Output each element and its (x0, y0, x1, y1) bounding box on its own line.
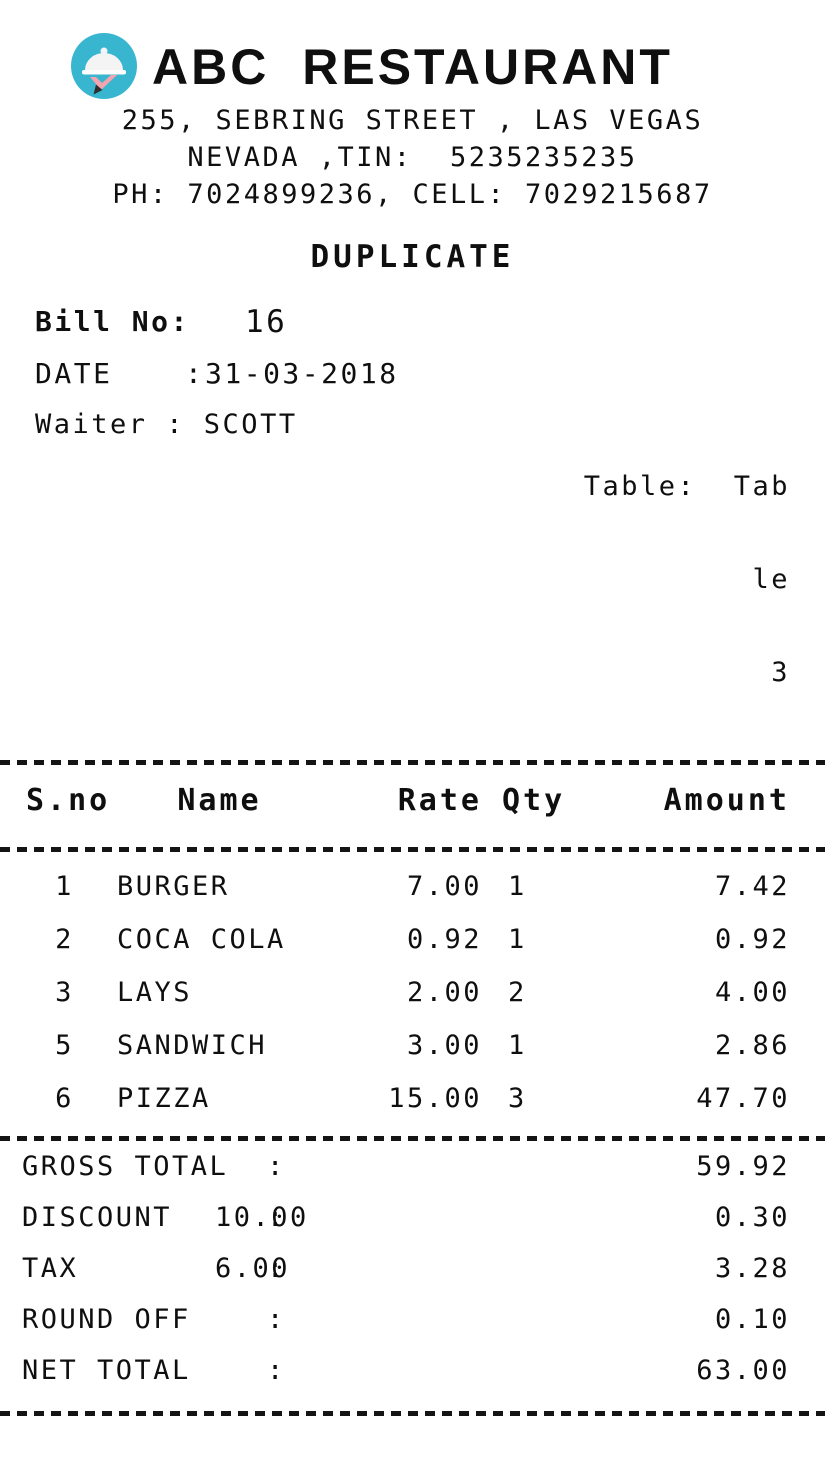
table-row: 6 PIZZA 15.00 3 47.70 (0, 1072, 825, 1125)
bill-number-row: Bill No: 16 (35, 303, 790, 341)
item-rate: 15.00 (388, 1083, 482, 1114)
header-name: Name (177, 782, 262, 818)
item-rate: 0.92 (406, 924, 482, 955)
item-name: COCA COLA (117, 924, 286, 955)
gross-total-row: GROSS TOTAL : 59.92 (22, 1141, 790, 1192)
total-amount: 3.28 (714, 1253, 790, 1284)
item-sno: 3 (55, 977, 74, 1008)
table-label: Table: Tab le 3 (584, 409, 790, 750)
total-label: NET TOTAL (22, 1355, 191, 1386)
restaurant-logo-cloche-icon (71, 33, 137, 99)
total-amount: 63.00 (696, 1355, 790, 1386)
net-total-row: NET TOTAL : 63.00 (22, 1345, 790, 1396)
waiter-table-row: Waiter : SCOTT Table: Tab le 3 (35, 409, 790, 750)
total-percent: 10.00 (215, 1202, 309, 1233)
item-rate: 2.00 (406, 977, 482, 1008)
items-table-body: 1 BURGER 7.00 1 7.42 2 COCA COLA 0.92 1 … (0, 860, 825, 1125)
total-colon: : (267, 1304, 286, 1335)
total-colon: : (267, 1151, 286, 1182)
table-row: 3 LAYS 2.00 2 4.00 (0, 966, 825, 1019)
bill-number-value: 16 (245, 304, 288, 340)
header-sno: S.no (26, 782, 111, 818)
bill-number-label: Bill No: (35, 305, 190, 338)
discount-row: DISCOUNT 10.00 : 0.30 (22, 1192, 790, 1243)
waiter-label: Waiter : SCOTT (35, 409, 298, 440)
table-row: 5 SANDWICH 3.00 1 2.86 (0, 1019, 825, 1072)
header-qty: Qty (502, 782, 566, 818)
tax-row: TAX 6.00 : 3.28 (22, 1243, 790, 1294)
dashed-divider (0, 847, 825, 852)
total-colon: : (267, 1202, 286, 1233)
item-sno: 6 (55, 1083, 74, 1114)
total-amount: 0.10 (714, 1304, 790, 1335)
item-qty: 1 (508, 924, 527, 955)
address-line-2: NEVADA ,TIN: 5235235235 (187, 142, 638, 173)
total-label: DISCOUNT (22, 1202, 173, 1233)
header-amount: Amount (663, 782, 790, 818)
total-label: GROSS TOTAL (22, 1151, 229, 1182)
item-name: LAYS (117, 977, 193, 1008)
total-colon: : (267, 1253, 286, 1284)
item-qty: 1 (508, 871, 527, 902)
total-label: TAX (22, 1253, 79, 1284)
table-row: 2 COCA COLA 0.92 1 0.92 (0, 913, 825, 966)
address-line-1: 255, SEBRING STREET , LAS VEGAS (121, 105, 704, 136)
dashed-divider (0, 1136, 825, 1141)
copy-type-label: DUPLICATE (310, 239, 515, 275)
item-amount: 7.42 (714, 871, 790, 902)
item-name: PIZZA (117, 1083, 211, 1114)
date-value: 31-03-2018 (205, 357, 399, 390)
restaurant-name: ABC RESTAURANT (152, 39, 673, 95)
table-row: 1 BURGER 7.00 1 7.42 (0, 860, 825, 913)
table-line-3: 3 (771, 657, 790, 688)
phone-line: PH: 7024899236, CELL: 7029215687 (112, 179, 713, 210)
item-name: BURGER (117, 871, 230, 902)
item-rate: 3.00 (406, 1030, 482, 1061)
date-row: DATE : 31-03-2018 (35, 355, 790, 393)
dashed-divider (0, 1411, 825, 1416)
total-amount: 59.92 (696, 1151, 790, 1182)
item-sno: 2 (55, 924, 74, 955)
date-label: DATE (35, 357, 113, 390)
item-rate: 7.00 (406, 871, 482, 902)
dashed-divider (0, 760, 825, 765)
total-amount: 0.30 (714, 1202, 790, 1233)
total-percent: 6.00 (215, 1253, 291, 1284)
item-name: SANDWICH (117, 1030, 268, 1061)
total-colon: : (267, 1355, 286, 1386)
bill-info: Bill No: 16 DATE : 31-03-2018 Waiter : S… (0, 303, 825, 750)
table-line-2: le (752, 564, 790, 595)
item-sno: 1 (55, 871, 74, 902)
item-qty: 2 (508, 977, 527, 1008)
total-label: ROUND OFF (22, 1304, 191, 1335)
header-rate: Rate (397, 782, 482, 818)
table-line-1: Table: Tab (583, 471, 790, 502)
receipt-header: ABC RESTAURANT (0, 32, 825, 102)
items-table-header: S.no Name Rate Qty Amount (0, 779, 825, 821)
item-qty: 1 (508, 1030, 527, 1061)
date-colon: : (185, 357, 205, 390)
item-amount: 47.70 (696, 1083, 790, 1114)
item-amount: 0.92 (714, 924, 790, 955)
round-off-row: ROUND OFF : 0.10 (22, 1294, 790, 1345)
item-sno: 5 (55, 1030, 74, 1061)
item-amount: 4.00 (714, 977, 790, 1008)
item-qty: 3 (508, 1083, 527, 1114)
totals-section: GROSS TOTAL : 59.92 DISCOUNT 10.00 : 0.3… (0, 1141, 825, 1396)
item-amount: 2.86 (714, 1030, 790, 1061)
